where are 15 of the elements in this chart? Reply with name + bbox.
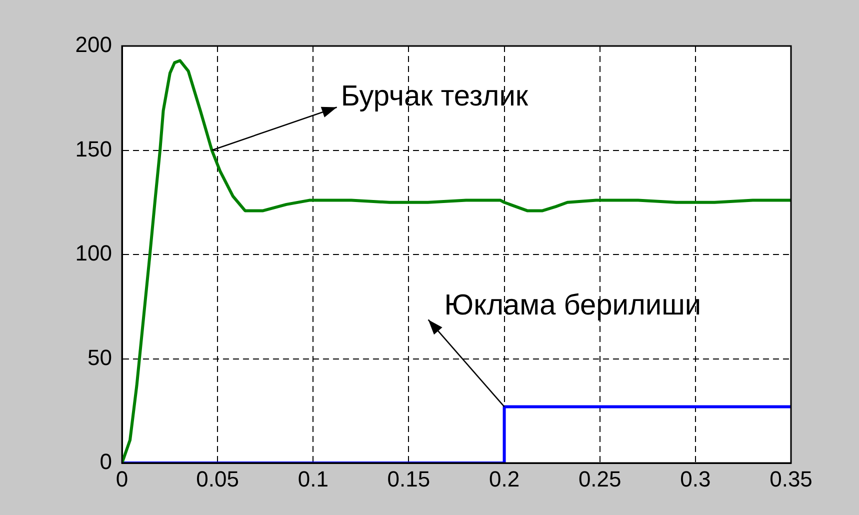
- x-tick-label: 0.3: [680, 466, 711, 492]
- x-tick-label: 0.2: [488, 466, 520, 492]
- annotation: Юклама берилиши: [444, 290, 702, 322]
- y-tick-label: 200: [75, 32, 112, 58]
- y-tick-label: 150: [75, 136, 112, 162]
- x-tick-label: 0.35: [770, 466, 812, 492]
- x-tick-label: 0.25: [578, 466, 622, 492]
- y-tick-label: 100: [75, 240, 112, 266]
- x-tick-label: 0.1: [298, 466, 328, 492]
- y-tick-label: 50: [88, 344, 112, 370]
- y-tick-label: 0: [100, 449, 112, 474]
- x-tick-label: 0.15: [387, 466, 430, 492]
- x-tick-label: 0.05: [196, 466, 239, 492]
- annotation: Бурчак тезлик: [340, 80, 528, 112]
- x-tick-label: 0: [116, 466, 128, 492]
